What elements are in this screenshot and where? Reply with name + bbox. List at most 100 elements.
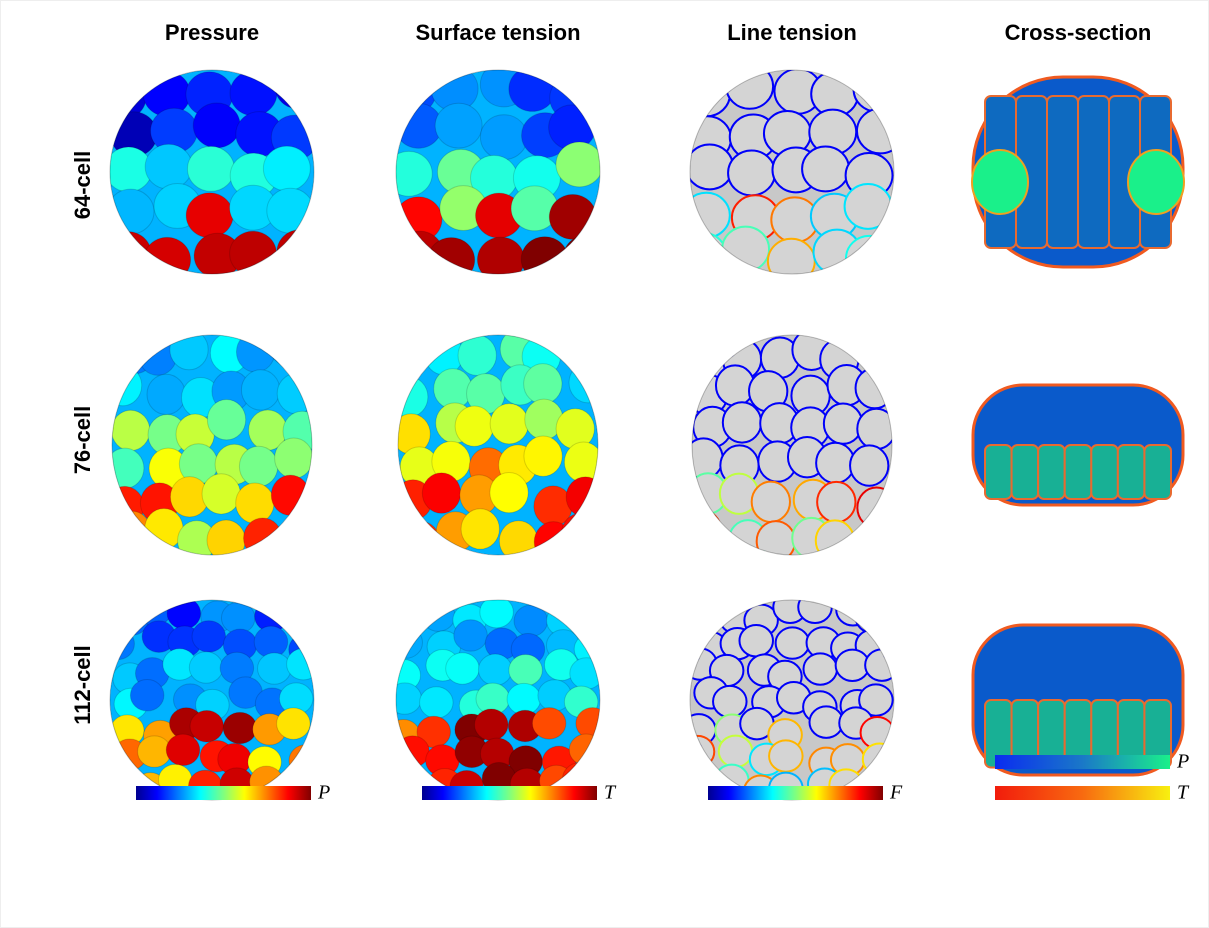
embryo: [385, 62, 610, 282]
cell: [804, 653, 838, 684]
cell: [145, 144, 192, 189]
section-cell: [1078, 96, 1109, 248]
cell: [728, 151, 775, 196]
cell: [768, 239, 815, 284]
cell: [230, 231, 277, 276]
cell: [277, 708, 311, 739]
cell: [446, 653, 480, 684]
cell: [258, 653, 292, 684]
colorbar-label: F: [889, 782, 903, 804]
cell: [189, 652, 223, 683]
section-cell: [1038, 445, 1065, 499]
cell: [461, 509, 499, 549]
cell: [824, 403, 862, 443]
cell: [277, 373, 315, 413]
cell: [287, 648, 321, 679]
cell: [480, 115, 527, 160]
cell: [104, 232, 151, 277]
cell: [850, 445, 888, 485]
cell: [454, 620, 488, 651]
cell: [686, 144, 733, 189]
row-label: 64-cell: [70, 151, 95, 220]
cell: [816, 520, 854, 560]
cell: [836, 650, 870, 681]
cell: [190, 711, 224, 742]
cell: [223, 712, 257, 743]
cell: [202, 474, 240, 514]
cell: [271, 475, 309, 515]
cell: [857, 409, 895, 449]
cell: [422, 473, 460, 513]
cell: [566, 477, 604, 517]
cell: [865, 649, 899, 680]
cell: [683, 71, 730, 116]
cell: [420, 687, 454, 718]
cells: [387, 595, 610, 804]
cell: [726, 64, 773, 109]
cell: [817, 482, 855, 522]
section-cell: [1118, 445, 1145, 499]
cell: [684, 438, 722, 478]
cell: [275, 438, 313, 478]
cell: [570, 658, 604, 689]
embryo: [683, 330, 900, 562]
cell: [859, 519, 897, 559]
cell: [277, 230, 324, 275]
cell: [396, 736, 430, 767]
section-cell: [1091, 445, 1118, 499]
cell: [402, 521, 440, 561]
cell: [556, 142, 603, 187]
cell: [103, 365, 141, 405]
cells: [99, 64, 323, 282]
cell: [435, 103, 482, 148]
section-cell: [1144, 445, 1171, 499]
cell: [385, 151, 432, 196]
section-cell: [972, 150, 1028, 214]
cell: [809, 706, 843, 737]
cell: [111, 410, 149, 450]
section-cell: [1065, 445, 1092, 499]
cell: [275, 64, 322, 109]
cell: [683, 193, 730, 238]
cell: [816, 443, 854, 483]
colorbar: [995, 786, 1170, 800]
cell: [105, 486, 143, 526]
cell: [455, 406, 493, 446]
cell: [798, 592, 832, 623]
cell: [563, 235, 610, 280]
cell: [388, 683, 422, 714]
cell: [239, 446, 277, 486]
cell: [207, 400, 245, 440]
cell: [752, 482, 790, 522]
embryo: [390, 326, 608, 562]
column-header: Line tension: [727, 20, 857, 45]
cell: [562, 513, 600, 553]
cell: [802, 146, 849, 191]
column-header: Surface tension: [415, 20, 580, 45]
cell: [107, 189, 154, 234]
cell: [570, 601, 604, 632]
cell: [490, 472, 528, 512]
cell: [490, 404, 528, 444]
cell: [689, 603, 723, 634]
cell: [723, 402, 761, 442]
row-label: 76-cell: [70, 406, 95, 475]
cell: [236, 483, 274, 523]
cell: [477, 237, 524, 282]
column-header: Cross-section: [1005, 20, 1152, 45]
embryo: [679, 64, 903, 284]
cell: [509, 67, 556, 112]
section-cell: [1012, 445, 1039, 499]
cell: [567, 336, 605, 376]
cell: [857, 108, 904, 153]
cell: [289, 745, 323, 776]
colorbar-label: T: [1177, 782, 1190, 804]
figure: Pressure Surface tension Line tension Cr…: [0, 0, 1209, 928]
cells: [101, 594, 323, 804]
cell: [144, 237, 191, 282]
embryo: [101, 594, 323, 804]
cell: [244, 518, 282, 558]
cell: [713, 686, 747, 717]
cells: [683, 330, 900, 562]
colorbar-label: P: [317, 782, 330, 804]
